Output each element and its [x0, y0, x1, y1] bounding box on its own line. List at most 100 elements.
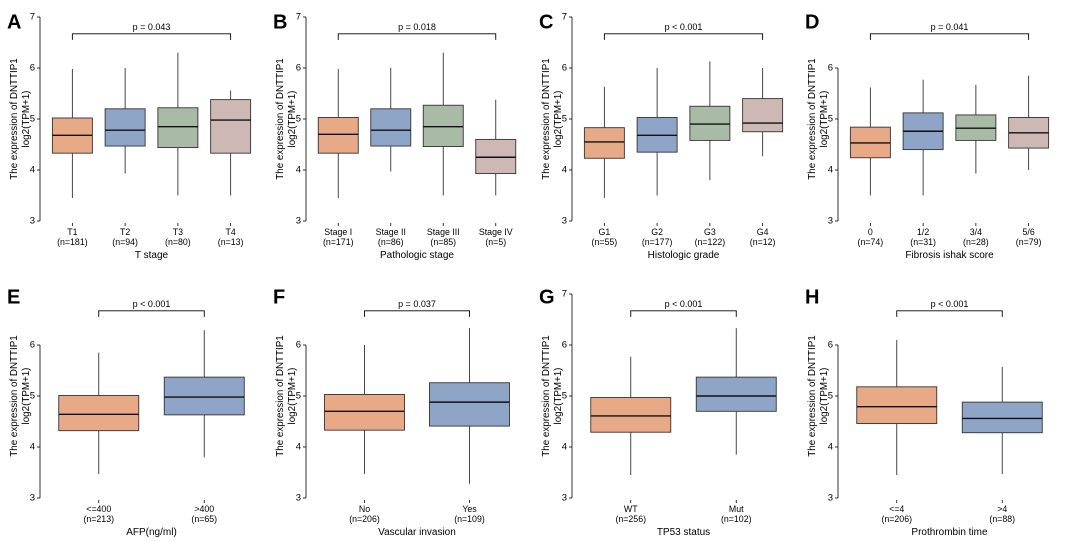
significance-bracket [337, 33, 497, 40]
y-axis-title-line: log2(TPM+1) [287, 368, 298, 425]
y-axis-title: The expression of DNTTIP1log2(TPM+1) [9, 335, 32, 456]
y-axis-title-line: The expression of DNTTIP1 [275, 335, 286, 456]
panel-c: C 3 4 5 6 7 The expression of DNTTIP1log2(TPM+… [539, 11, 784, 261]
x-count-label: (n=94) [112, 237, 138, 247]
y-tick-label: 5 [296, 114, 301, 125]
x-category-label: T2 [120, 227, 130, 237]
box-Stage IV [475, 99, 517, 196]
p-value-label: p < 0.001 [665, 22, 703, 32]
x-category-label: 1/2 [917, 227, 929, 237]
y-axis-title: The expression of DNTTIP1log2(TPM+1) [9, 58, 32, 179]
y-tick-label: 4 [296, 165, 301, 176]
panel-b: B 3 4 5 6 7 The expression of DNTTIP1log2(TPM+… [273, 11, 517, 261]
x-count-label: (n=74) [858, 237, 884, 247]
y-tick-label: 7 [562, 289, 567, 300]
y-tick-label: 5 [562, 391, 567, 402]
y-axis-title-line: The expression of DNTTIP1 [807, 58, 818, 179]
y-tick-label: 7 [296, 12, 301, 23]
y-tick-label: 5 [828, 391, 833, 402]
x-category-label: Stage IV [479, 227, 513, 237]
x-category-label: Stage I [324, 227, 352, 237]
y-axis-title-line: log2(TPM+1) [21, 91, 32, 148]
box-body [689, 105, 731, 141]
x-count-label: (n=88) [989, 514, 1015, 524]
box-body [742, 98, 784, 133]
box-Stage I [317, 69, 359, 199]
y-tick-label: 3 [296, 216, 301, 227]
panel-letter: D [805, 11, 819, 33]
significance-bracket [896, 310, 1003, 317]
y-axis-title: The expression of DNTTIP1log2(TPM+1) [275, 58, 298, 179]
x-axis-title: Fibrosis ishak score [905, 250, 994, 261]
significance-bracket [364, 310, 470, 317]
x-axis-title: T stage [135, 250, 169, 261]
y-axis-title-line: The expression of DNTTIP1 [807, 335, 818, 456]
x-category-label: Yes [462, 504, 477, 514]
x-axis-title: TP53 status [657, 527, 710, 538]
box-body [370, 108, 412, 147]
panel-letter: H [805, 286, 819, 308]
y-axis-title: The expression of DNTTIP1log2(TPM+1) [275, 335, 298, 456]
box-body [583, 127, 625, 159]
box-Yes [429, 328, 510, 484]
box-Stage II [370, 68, 412, 172]
x-category-label: <=4 [889, 504, 904, 514]
x-count-label: (n=102) [721, 514, 752, 524]
box-body [961, 401, 1043, 434]
x-count-label: (n=80) [165, 237, 191, 247]
x-category-label: G1 [599, 227, 611, 237]
box-G3 [689, 61, 731, 181]
x-count-label: (n=177) [642, 237, 673, 247]
y-tick-label: 5 [30, 391, 35, 402]
box-body [590, 397, 672, 433]
x-axis-title: AFP(ng/ml) [126, 527, 177, 538]
panel-letter: G [539, 286, 555, 308]
x-category-label: No [359, 504, 370, 514]
box-<=4 [856, 339, 938, 476]
x-count-label: (n=31) [910, 237, 936, 247]
y-axis-title-line: The expression of DNTTIP1 [541, 58, 552, 179]
y-tick-label: 7 [30, 12, 35, 23]
box-G1 [583, 86, 625, 199]
y-axis-title-line: The expression of DNTTIP1 [541, 335, 552, 456]
x-category-label: WT [624, 504, 638, 514]
x-count-label: (n=109) [454, 514, 485, 524]
p-value-label: p = 0.041 [931, 22, 969, 32]
x-category-label: T3 [173, 227, 183, 237]
box-<=400 [58, 352, 140, 475]
x-axis-title: Pathologic stage [380, 250, 454, 261]
significance-bracket [603, 33, 764, 40]
box-G4 [742, 68, 784, 157]
x-category-label: Stage II [376, 227, 406, 237]
x-count-label: (n=85) [430, 237, 456, 247]
y-tick-label: 6 [828, 63, 833, 74]
y-tick-label: 3 [562, 216, 567, 227]
y-tick-label: 6 [562, 63, 567, 74]
p-value-label: p = 0.037 [398, 299, 436, 309]
y-tick-label: 5 [828, 114, 833, 125]
x-category-label: >4 [997, 504, 1007, 514]
box-No [324, 345, 405, 475]
p-value-label: p < 0.001 [133, 299, 171, 309]
p-value-label: p = 0.018 [398, 22, 436, 32]
y-tick-label: 3 [828, 493, 833, 504]
x-category-label: G4 [757, 227, 769, 237]
y-axis-title: The expression of DNTTIP1log2(TPM+1) [541, 335, 564, 456]
y-axis-title-line: log2(TPM+1) [287, 91, 298, 148]
y-tick-label: 5 [30, 114, 35, 125]
x-count-label: (n=13) [218, 237, 244, 247]
panel-a: A 3 4 5 6 7 The expression of DNTTIP1log2(TPM+… [7, 11, 252, 261]
x-count-label: (n=55) [592, 237, 618, 247]
box-body [58, 395, 140, 432]
box->400 [163, 330, 245, 458]
y-axis-title-line: The expression of DNTTIP1 [275, 58, 286, 179]
box->4 [961, 366, 1043, 475]
y-tick-label: 3 [30, 493, 35, 504]
y-tick-label: 3 [30, 216, 35, 227]
y-tick-label: 6 [30, 340, 35, 351]
y-tick-label: 3 [562, 493, 567, 504]
box-Stage III [422, 52, 464, 196]
panel-letter: A [7, 11, 21, 33]
